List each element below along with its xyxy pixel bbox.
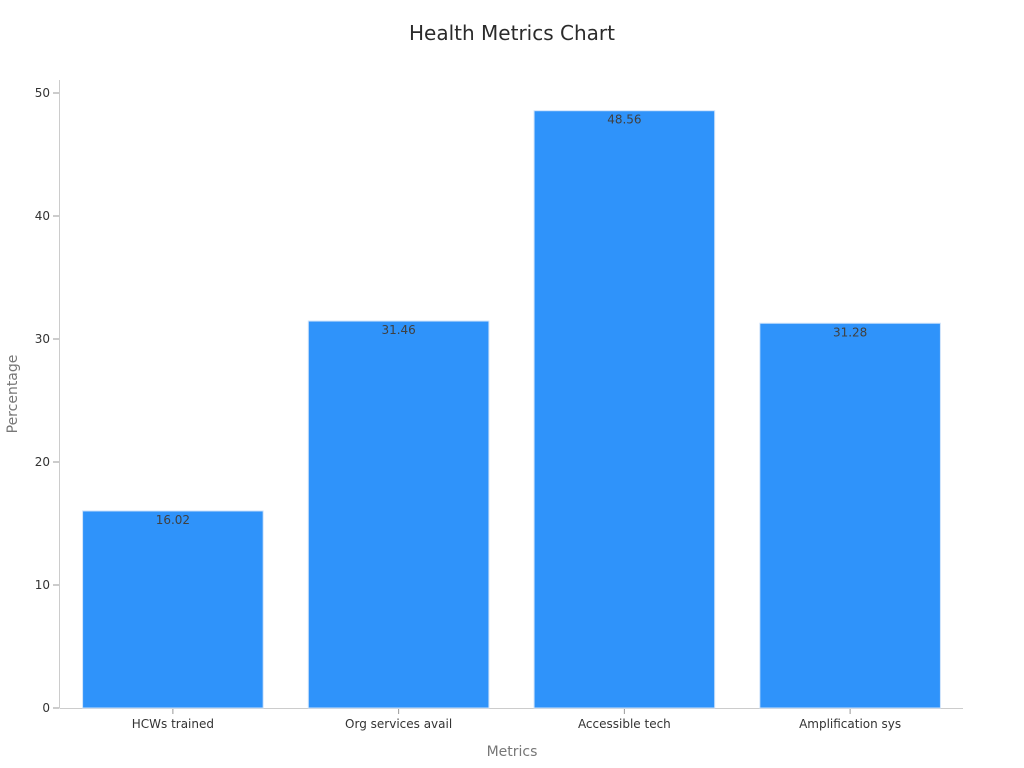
bar-value-label: 31.28 bbox=[833, 325, 867, 339]
bar bbox=[759, 322, 941, 709]
bar bbox=[307, 320, 490, 709]
bar bbox=[82, 510, 264, 709]
y-tick-label: 40 bbox=[35, 209, 50, 223]
y-tick-label: 30 bbox=[35, 332, 50, 346]
x-tick-label: Org services avail bbox=[345, 717, 452, 731]
y-tick-label: 50 bbox=[35, 86, 50, 100]
bar-value-label: 31.46 bbox=[381, 323, 415, 337]
x-tick-label: HCWs trained bbox=[132, 717, 214, 731]
bar-value-label: 48.56 bbox=[607, 113, 641, 127]
y-tick-label: 0 bbox=[42, 701, 50, 715]
y-axis-title: Percentage bbox=[5, 355, 21, 434]
y-tick-label: 10 bbox=[35, 578, 50, 592]
bar-value-label: 16.02 bbox=[156, 513, 190, 527]
bar bbox=[533, 110, 716, 709]
chart-title: Health Metrics Chart bbox=[409, 21, 615, 45]
x-tick-label: Accessible tech bbox=[578, 717, 671, 731]
x-tick-label: Amplification sys bbox=[799, 717, 901, 731]
y-tick-label: 20 bbox=[35, 455, 50, 469]
x-axis-title: Metrics bbox=[487, 744, 538, 760]
bars-group: 16.02 31.46 48.56 31.28 bbox=[82, 110, 941, 709]
y-axis-ticks: 0 10 20 30 40 50 bbox=[35, 86, 59, 715]
x-axis-ticks: HCWs trained Org services avail Accessible… bbox=[132, 709, 901, 731]
